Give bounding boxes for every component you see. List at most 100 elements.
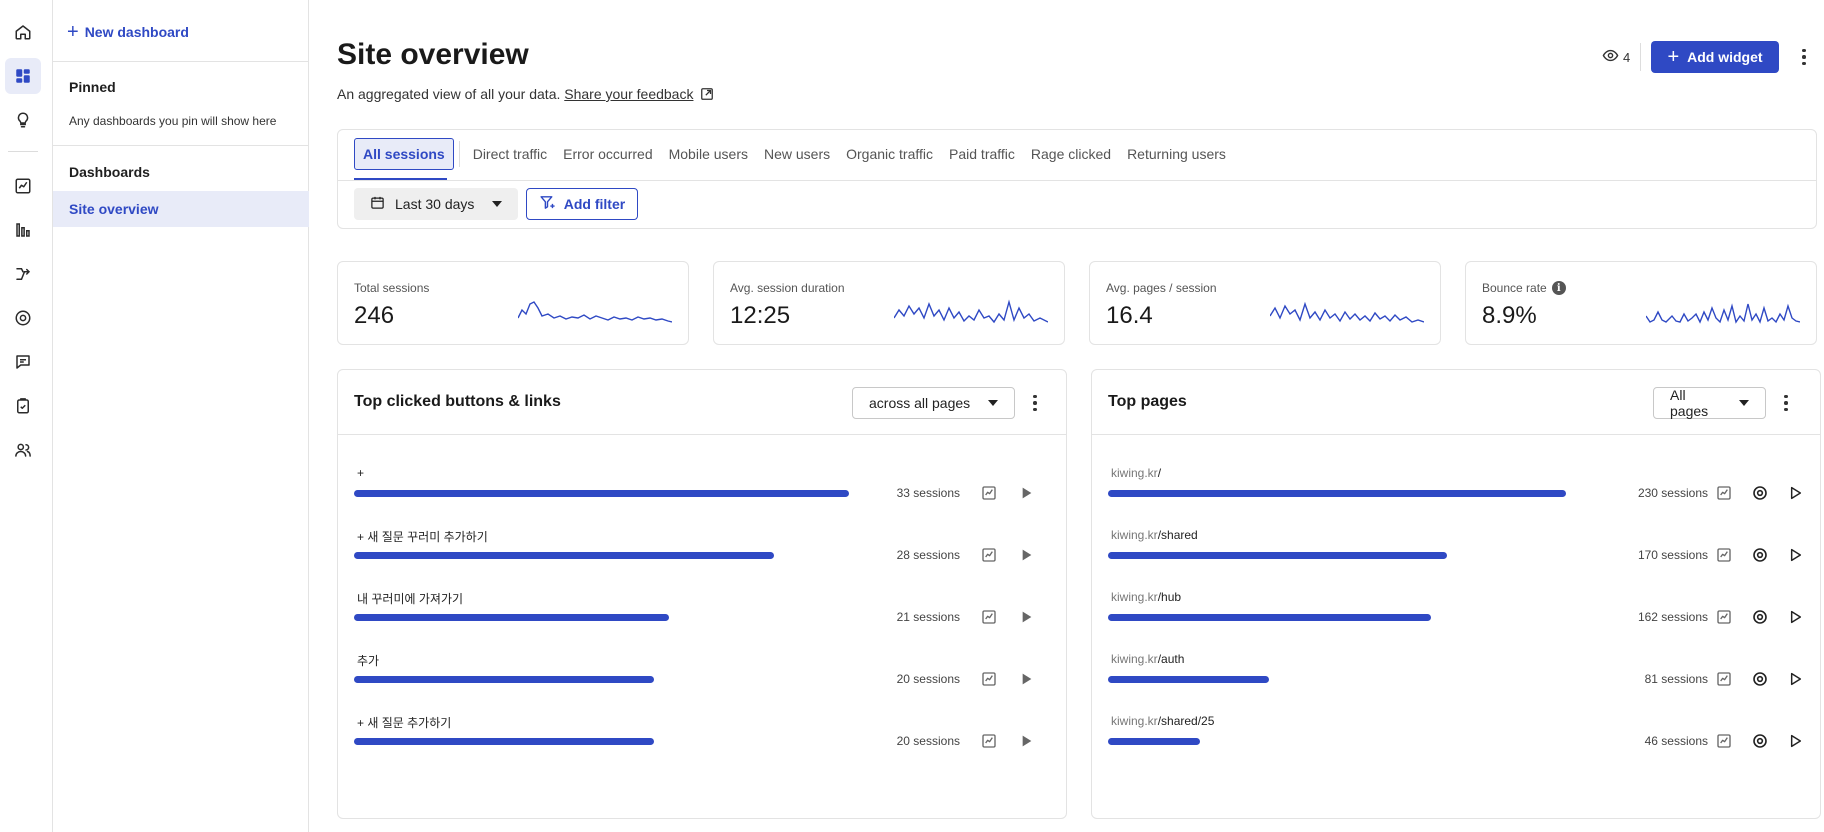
- dashboards-icon[interactable]: [5, 58, 41, 94]
- trend-chart-icon[interactable]: [1715, 484, 1733, 502]
- sparkline: [1270, 301, 1424, 323]
- feedback-icon[interactable]: [5, 344, 41, 380]
- new-dashboard-button[interactable]: + New dashboard: [67, 22, 189, 42]
- viewer-count[interactable]: 4: [1602, 47, 1630, 67]
- tab-returning-users[interactable]: Returning users: [1127, 146, 1226, 162]
- lightbulb-icon[interactable]: [5, 102, 41, 138]
- session-bar: [1108, 614, 1431, 621]
- metric-card-avg-pages-per-session[interactable]: Avg. pages / session 16.4: [1089, 261, 1441, 345]
- icon-rail: [0, 0, 53, 832]
- play-recording-icon[interactable]: [1017, 732, 1035, 750]
- trend-chart-icon[interactable]: [1715, 546, 1733, 564]
- tab-error-occurred[interactable]: Error occurred: [563, 146, 653, 162]
- top-pages-widget: Top pages All pages kiwing.kr/230 sessio…: [1091, 369, 1821, 819]
- trend-chart-icon[interactable]: [1715, 732, 1733, 750]
- play-recording-icon[interactable]: [1786, 732, 1804, 750]
- users-icon[interactable]: [5, 432, 41, 468]
- play-recording-icon[interactable]: [1017, 670, 1035, 688]
- viewer-count-value: 4: [1623, 49, 1631, 65]
- play-recording-icon[interactable]: [1017, 546, 1035, 564]
- heatmap-icon[interactable]: [1751, 670, 1769, 688]
- plus-icon: +: [1667, 46, 1680, 68]
- home-icon[interactable]: [5, 14, 41, 50]
- tab-new-users[interactable]: New users: [763, 146, 831, 162]
- tab-organic-traffic[interactable]: Organic traffic: [846, 146, 934, 162]
- session-bar: [354, 552, 774, 559]
- play-recording-icon[interactable]: [1786, 608, 1804, 626]
- tab-all-sessions[interactable]: All sessions: [354, 138, 454, 170]
- trend-chart-icon[interactable]: [980, 670, 998, 688]
- sidebar-divider: [53, 61, 309, 62]
- tab-direct-traffic[interactable]: Direct traffic: [472, 146, 548, 162]
- list-item: kiwing.kr/hub 162 sessions: [1108, 590, 1808, 640]
- more-options-icon[interactable]: [1796, 47, 1812, 67]
- page-domain: kiwing.kr: [1111, 466, 1158, 480]
- metric-value: 246: [354, 302, 395, 329]
- heatmap-icon[interactable]: [1751, 546, 1769, 564]
- external-link-icon: [700, 87, 714, 104]
- trend-chart-icon[interactable]: [1715, 608, 1733, 626]
- subtitle-text: An aggregated view of all your data.: [337, 86, 561, 102]
- bar-chart-icon[interactable]: [5, 212, 41, 248]
- session-bar: [354, 614, 669, 621]
- widget-more-options-icon[interactable]: [1027, 393, 1043, 413]
- widget-more-options-icon[interactable]: [1778, 393, 1794, 413]
- play-recording-icon[interactable]: [1786, 670, 1804, 688]
- metric-card-bounce-rate[interactable]: Bounce rate i 8.9%: [1465, 261, 1817, 345]
- metric-card-avg-session-duration[interactable]: Avg. session duration 12:25: [713, 261, 1065, 345]
- share-feedback-link[interactable]: Share your feedback: [564, 86, 694, 102]
- surveys-icon[interactable]: [5, 388, 41, 424]
- add-filter-button[interactable]: Add filter: [526, 188, 638, 220]
- page-title: Site overview: [337, 38, 529, 71]
- page-domain: kiwing.kr: [1111, 590, 1158, 604]
- sidebar-item-site-overview[interactable]: Site overview: [53, 191, 309, 227]
- scope-select[interactable]: across all pages: [852, 387, 1015, 419]
- metric-value: 16.4: [1106, 302, 1153, 329]
- row-label: + 새 질문 꾸러미 추가하기: [357, 530, 488, 544]
- heatmap-icon[interactable]: [1751, 732, 1769, 750]
- tab-paid-traffic[interactable]: Paid traffic: [949, 146, 1015, 162]
- metric-card-total-sessions[interactable]: Total sessions 246: [337, 261, 689, 345]
- funnel-path-icon[interactable]: [5, 256, 41, 292]
- chevron-down-icon: [492, 201, 502, 207]
- heatmap-icon[interactable]: [1751, 484, 1769, 502]
- add-widget-label: Add widget: [1687, 49, 1763, 65]
- trends-icon[interactable]: [5, 168, 41, 204]
- metric-label: Bounce rate i: [1482, 281, 1566, 295]
- widget-divider: [1092, 434, 1820, 435]
- trend-chart-icon[interactable]: [980, 546, 998, 564]
- row-label: kiwing.kr/shared: [1111, 528, 1198, 542]
- trend-chart-icon[interactable]: [980, 732, 998, 750]
- date-range-select[interactable]: Last 30 days: [354, 188, 518, 220]
- list-item: kiwing.kr/230 sessions: [1108, 466, 1808, 516]
- add-widget-button[interactable]: + Add widget: [1651, 41, 1779, 73]
- heatmap-icon[interactable]: [5, 300, 41, 336]
- session-bar: [1108, 552, 1447, 559]
- pages-scope-select[interactable]: All pages: [1653, 387, 1766, 419]
- tab-rage-clicked[interactable]: Rage clicked: [1030, 146, 1112, 162]
- sidebar-divider: [53, 145, 309, 146]
- metric-label-text: Bounce rate: [1482, 281, 1547, 295]
- heatmap-icon[interactable]: [1751, 608, 1769, 626]
- play-recording-icon[interactable]: [1017, 484, 1035, 502]
- trend-chart-icon[interactable]: [980, 608, 998, 626]
- scope-select-value: across all pages: [869, 395, 971, 411]
- filter-plus-icon: [539, 194, 556, 214]
- list-item: 추가 20 sessions: [354, 652, 1054, 702]
- trend-chart-icon[interactable]: [980, 484, 998, 502]
- list-item: +33 sessions: [354, 466, 1054, 516]
- play-recording-icon[interactable]: [1786, 546, 1804, 564]
- play-recording-icon[interactable]: [1017, 608, 1035, 626]
- info-icon[interactable]: i: [1551, 281, 1566, 295]
- page-path: /hub: [1157, 590, 1182, 604]
- tab-mobile-users[interactable]: Mobile users: [668, 146, 748, 162]
- session-count: 33 sessions: [896, 486, 960, 500]
- chevron-down-icon: [988, 400, 998, 406]
- play-recording-icon[interactable]: [1786, 484, 1804, 502]
- session-count: 21 sessions: [896, 610, 960, 624]
- session-bar: [354, 738, 654, 745]
- metric-value: 8.9%: [1482, 302, 1537, 329]
- page-path: /shared: [1157, 528, 1198, 542]
- session-bar: [354, 676, 654, 683]
- trend-chart-icon[interactable]: [1715, 670, 1733, 688]
